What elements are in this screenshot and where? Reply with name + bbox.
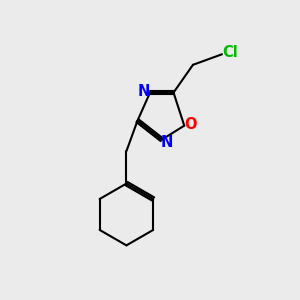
Text: N: N: [161, 134, 173, 149]
Text: Cl: Cl: [222, 45, 238, 60]
Text: O: O: [184, 117, 197, 132]
Text: N: N: [137, 84, 150, 99]
